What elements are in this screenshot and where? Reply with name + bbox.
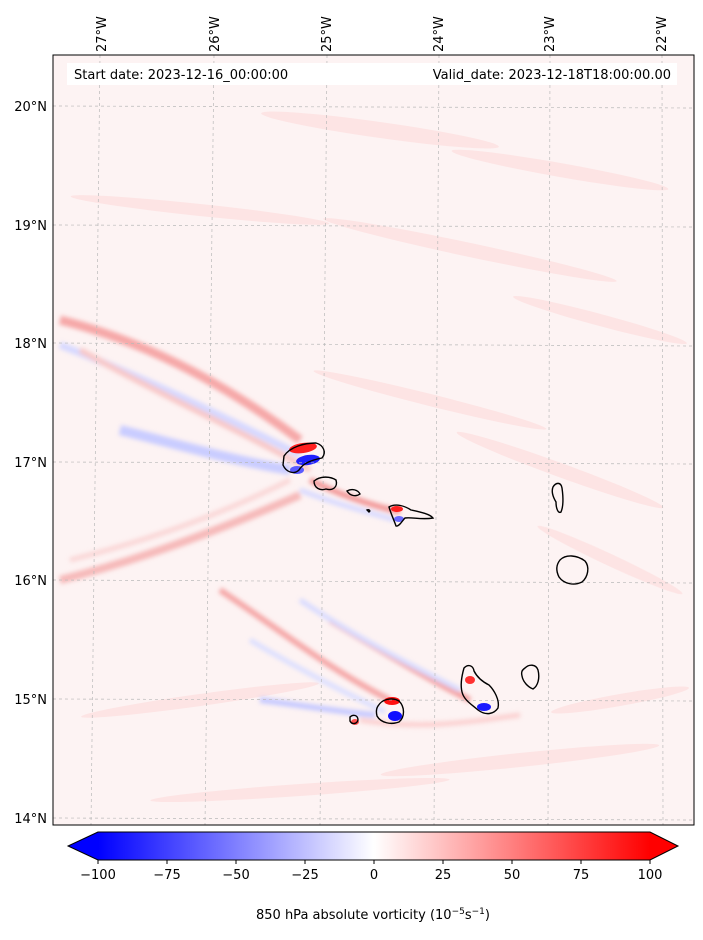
background-streaks [70,111,689,803]
island-santiago [460,664,500,715]
lon-label-27w: 27°W [95,16,110,52]
lat-label-19n: 19°N [14,219,47,234]
colorbar-extend-max [650,832,678,860]
island-maio [520,664,540,690]
colorbar-ticks: −100 −75 −50 −25 0 25 50 75 100 [80,860,662,883]
coastlines [282,442,589,725]
colorbar: −100 −75 −50 −25 0 25 50 75 100 850 hPa absolute… [66,831,680,923]
lon-label-23w: 23°W [543,16,558,52]
island-santa-luzia [346,488,361,497]
longitude-labels: 27°W 26°W 25°W 24°W 23°W 22°W [95,16,670,52]
lat-label-20n: 20°N [14,100,47,115]
header-box [67,63,677,85]
colorbar-tick-label: −100 [80,868,116,883]
colorbar-tick-label: 0 [370,868,378,883]
start-date-label: Start date: 2023-12-16_00:00:00 [74,68,288,83]
lat-label-14n: 14°N [14,812,47,827]
colorbar-label: 850 hPa absolute vorticity (10−5s−1) [256,907,490,923]
lat-label-16n: 16°N [14,574,47,589]
colorbar-extend-min [68,832,98,860]
colorbar-tick-label: −50 [222,868,249,883]
colorbar-tick-label: −25 [291,868,318,883]
island-fogo [375,698,405,725]
colorbar-tick-label: 100 [638,868,663,883]
wake-bands [58,315,521,728]
colorbar-tick-label: 75 [573,868,590,883]
colorbar-gradient [98,832,650,860]
lon-label-24w: 24°W [432,16,447,52]
colorbar-tick-label: −75 [153,868,180,883]
island-boa-vista [556,555,589,585]
graticule [53,55,694,825]
lat-label-17n: 17°N [14,456,47,471]
lon-label-22w: 22°W [655,16,670,52]
map-panel: Start date: 2023-12-16_00:00:00 Valid_da… [14,16,695,827]
island-sao-vicente [313,476,338,491]
colorbar-tick-label: 50 [504,868,521,883]
island-raso [365,509,371,513]
valid-date-label: Valid_date: 2023-12-18T18:00:00.00 [433,68,671,83]
latitude-labels: 20°N 19°N 18°N 17°N 16°N 15°N 14°N [14,100,47,827]
island-sao-nicolau [388,504,435,527]
colorbar-tick-label: 25 [435,868,452,883]
island-brava [349,714,359,725]
vorticity-field [53,55,694,825]
lon-label-25w: 25°W [320,16,335,52]
lat-label-15n: 15°N [14,693,47,708]
lon-label-26w: 26°W [208,16,223,52]
lat-label-18n: 18°N [14,337,47,352]
map-frame [52,54,695,826]
island-santo-antao [282,442,325,474]
island-sal [551,482,564,514]
